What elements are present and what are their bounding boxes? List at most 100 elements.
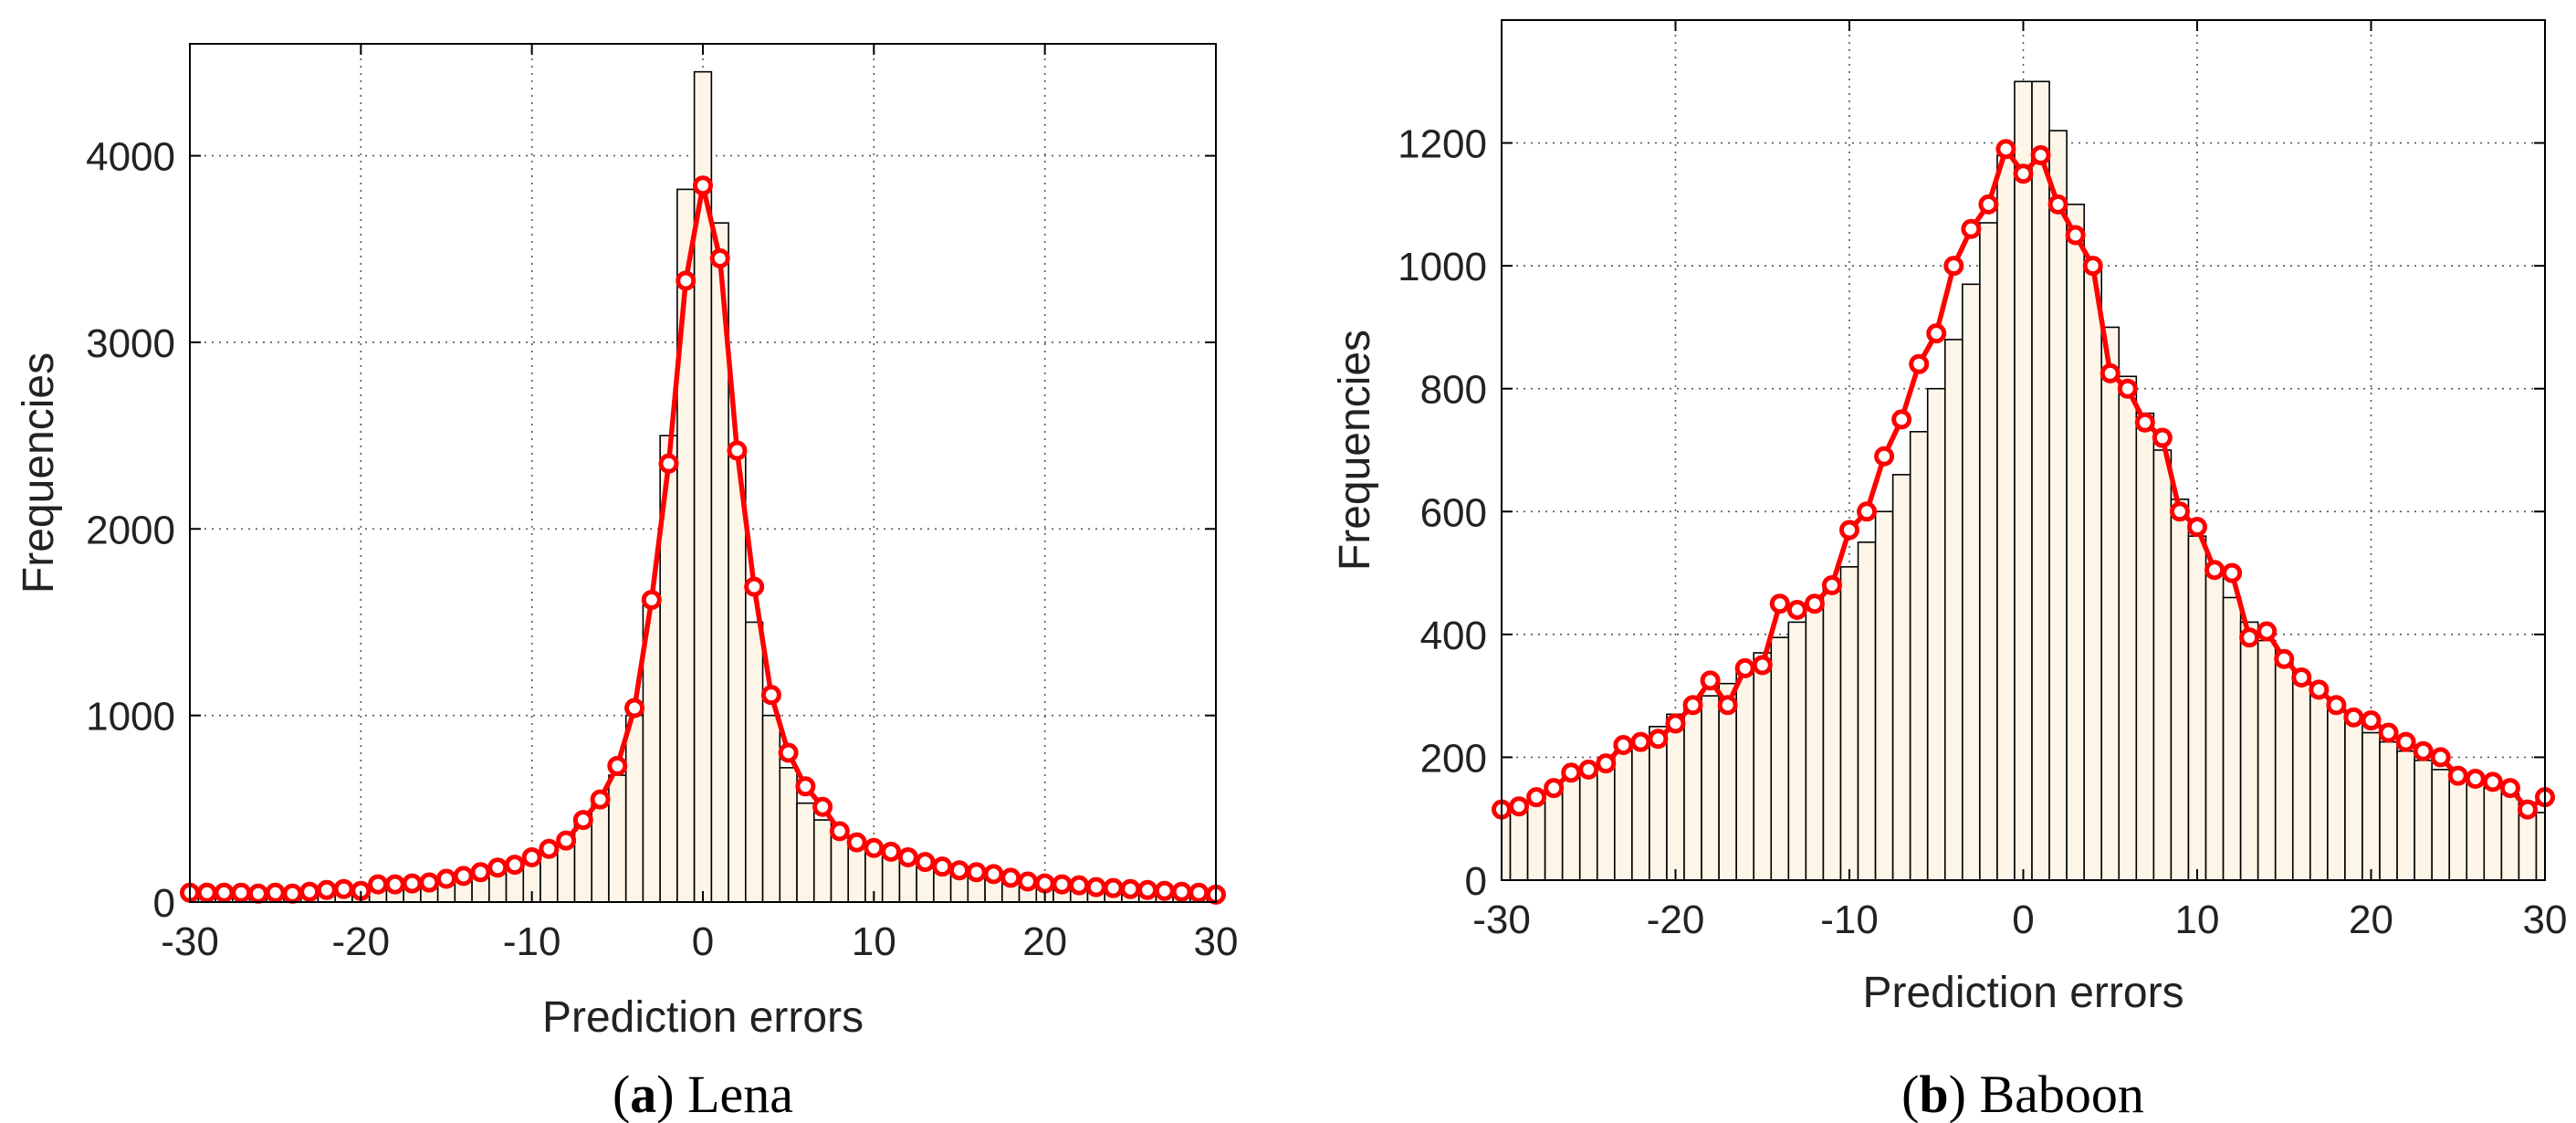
x-tick-label: 0 xyxy=(2012,897,2034,942)
histogram-bar xyxy=(624,714,644,903)
y-tick-label: 3000 xyxy=(86,321,175,366)
line-marker xyxy=(196,882,217,903)
line-marker xyxy=(1630,731,1651,752)
histogram-bar xyxy=(1996,154,2016,881)
line-marker xyxy=(2030,145,2051,166)
x-tick-label: -20 xyxy=(1647,897,1705,942)
line-marker xyxy=(2222,562,2243,583)
line-marker xyxy=(1017,871,1038,892)
line-marker xyxy=(709,248,730,268)
line-marker xyxy=(949,860,969,881)
line-marker xyxy=(2013,163,2034,184)
line-marker xyxy=(693,175,713,196)
line-marker xyxy=(1052,874,1073,895)
line-marker xyxy=(384,874,405,895)
line-marker xyxy=(368,874,389,895)
caption-letter: a xyxy=(630,1065,656,1123)
line-marker xyxy=(778,742,799,763)
line-marker xyxy=(624,698,645,719)
histogram-bar xyxy=(1701,695,1720,881)
y-tick-label: 600 xyxy=(1420,490,1487,535)
line-marker xyxy=(1769,593,1790,614)
line-marker xyxy=(521,846,542,867)
x-tick-label: -10 xyxy=(503,919,561,964)
line-marker xyxy=(1804,593,1825,614)
line-marker xyxy=(2378,722,2399,743)
line-marker xyxy=(641,589,662,610)
y-tick-label: 4000 xyxy=(86,135,175,180)
x-tick-label: -20 xyxy=(332,919,391,964)
line-marker xyxy=(1752,655,1773,676)
line-marker xyxy=(1154,880,1175,901)
histogram-bar xyxy=(796,802,815,903)
histogram-bar xyxy=(1979,222,1998,881)
histogram-bar xyxy=(1822,587,1842,881)
histogram-bar xyxy=(2031,80,2050,881)
histogram-bar xyxy=(2118,375,2138,881)
line-marker xyxy=(2361,710,2382,731)
y-tick-label: 400 xyxy=(1420,614,1487,658)
y-tick-label: 200 xyxy=(1420,736,1487,781)
line-marker xyxy=(760,685,781,706)
line-marker xyxy=(2465,768,2486,789)
histogram-bar xyxy=(2535,812,2546,881)
line-marker xyxy=(539,838,560,859)
histogram-bar xyxy=(2327,707,2346,881)
histogram-bar xyxy=(1578,769,1598,881)
histogram-bar xyxy=(2066,204,2085,881)
line-marker xyxy=(1943,256,1964,277)
line-marker xyxy=(2309,679,2330,700)
line-marker xyxy=(299,881,320,902)
line-marker xyxy=(795,776,816,797)
line-marker xyxy=(915,852,936,873)
line-marker xyxy=(1648,729,1669,750)
line-marker xyxy=(2117,378,2138,399)
line-marker xyxy=(1171,881,1192,902)
histogram-bar xyxy=(2483,787,2503,881)
histogram-bar xyxy=(1909,431,1929,881)
line-marker xyxy=(590,789,611,810)
y-tick-label: 1000 xyxy=(86,695,175,740)
histogram-bar xyxy=(2274,657,2294,881)
line-marker xyxy=(2499,778,2520,799)
line-marker xyxy=(1891,409,1912,430)
histogram-bar xyxy=(2448,774,2468,881)
histogram-bar xyxy=(2014,80,2033,881)
line-marker xyxy=(2152,427,2173,448)
line-marker xyxy=(966,862,987,883)
histogram-bar xyxy=(1926,387,1946,881)
line-marker xyxy=(744,576,765,597)
histogram-bar xyxy=(2204,572,2225,881)
line-marker xyxy=(2134,412,2155,433)
histogram-bar xyxy=(1891,474,1911,881)
line-marker xyxy=(1137,879,1158,900)
x-tick-label: 10 xyxy=(2175,897,2220,942)
histogram-bar xyxy=(2414,759,2433,881)
x-tick-label: -30 xyxy=(1472,897,1531,942)
histogram-bar xyxy=(2257,639,2277,881)
y-tick-label: 2000 xyxy=(86,508,175,552)
line-marker xyxy=(572,810,593,831)
line-marker xyxy=(214,882,235,903)
histogram-bar xyxy=(779,767,798,903)
line-marker xyxy=(864,837,885,858)
histogram-bar xyxy=(1805,605,1825,881)
histogram-bar xyxy=(1509,805,1529,881)
x-tick-label: 20 xyxy=(1022,919,1067,964)
line-marker xyxy=(1034,873,1055,894)
line-marker xyxy=(2169,501,2190,522)
x-tick-label: -30 xyxy=(161,919,219,964)
line-marker xyxy=(1544,778,1565,799)
histogram-bar xyxy=(2083,265,2103,881)
line-marker xyxy=(2257,621,2278,642)
subfigure-caption: (b) Baboon xyxy=(1901,1065,2144,1123)
line-marker xyxy=(607,755,628,776)
histogram-bar xyxy=(2239,621,2259,881)
y-tick-label: 1200 xyxy=(1398,122,1487,167)
histogram-bar xyxy=(1787,621,1807,881)
line-marker xyxy=(1926,323,1947,344)
line-marker xyxy=(1526,787,1547,808)
histogram-bar xyxy=(1753,652,1773,881)
line-marker xyxy=(2100,362,2120,383)
histogram-bar xyxy=(1561,774,1581,881)
